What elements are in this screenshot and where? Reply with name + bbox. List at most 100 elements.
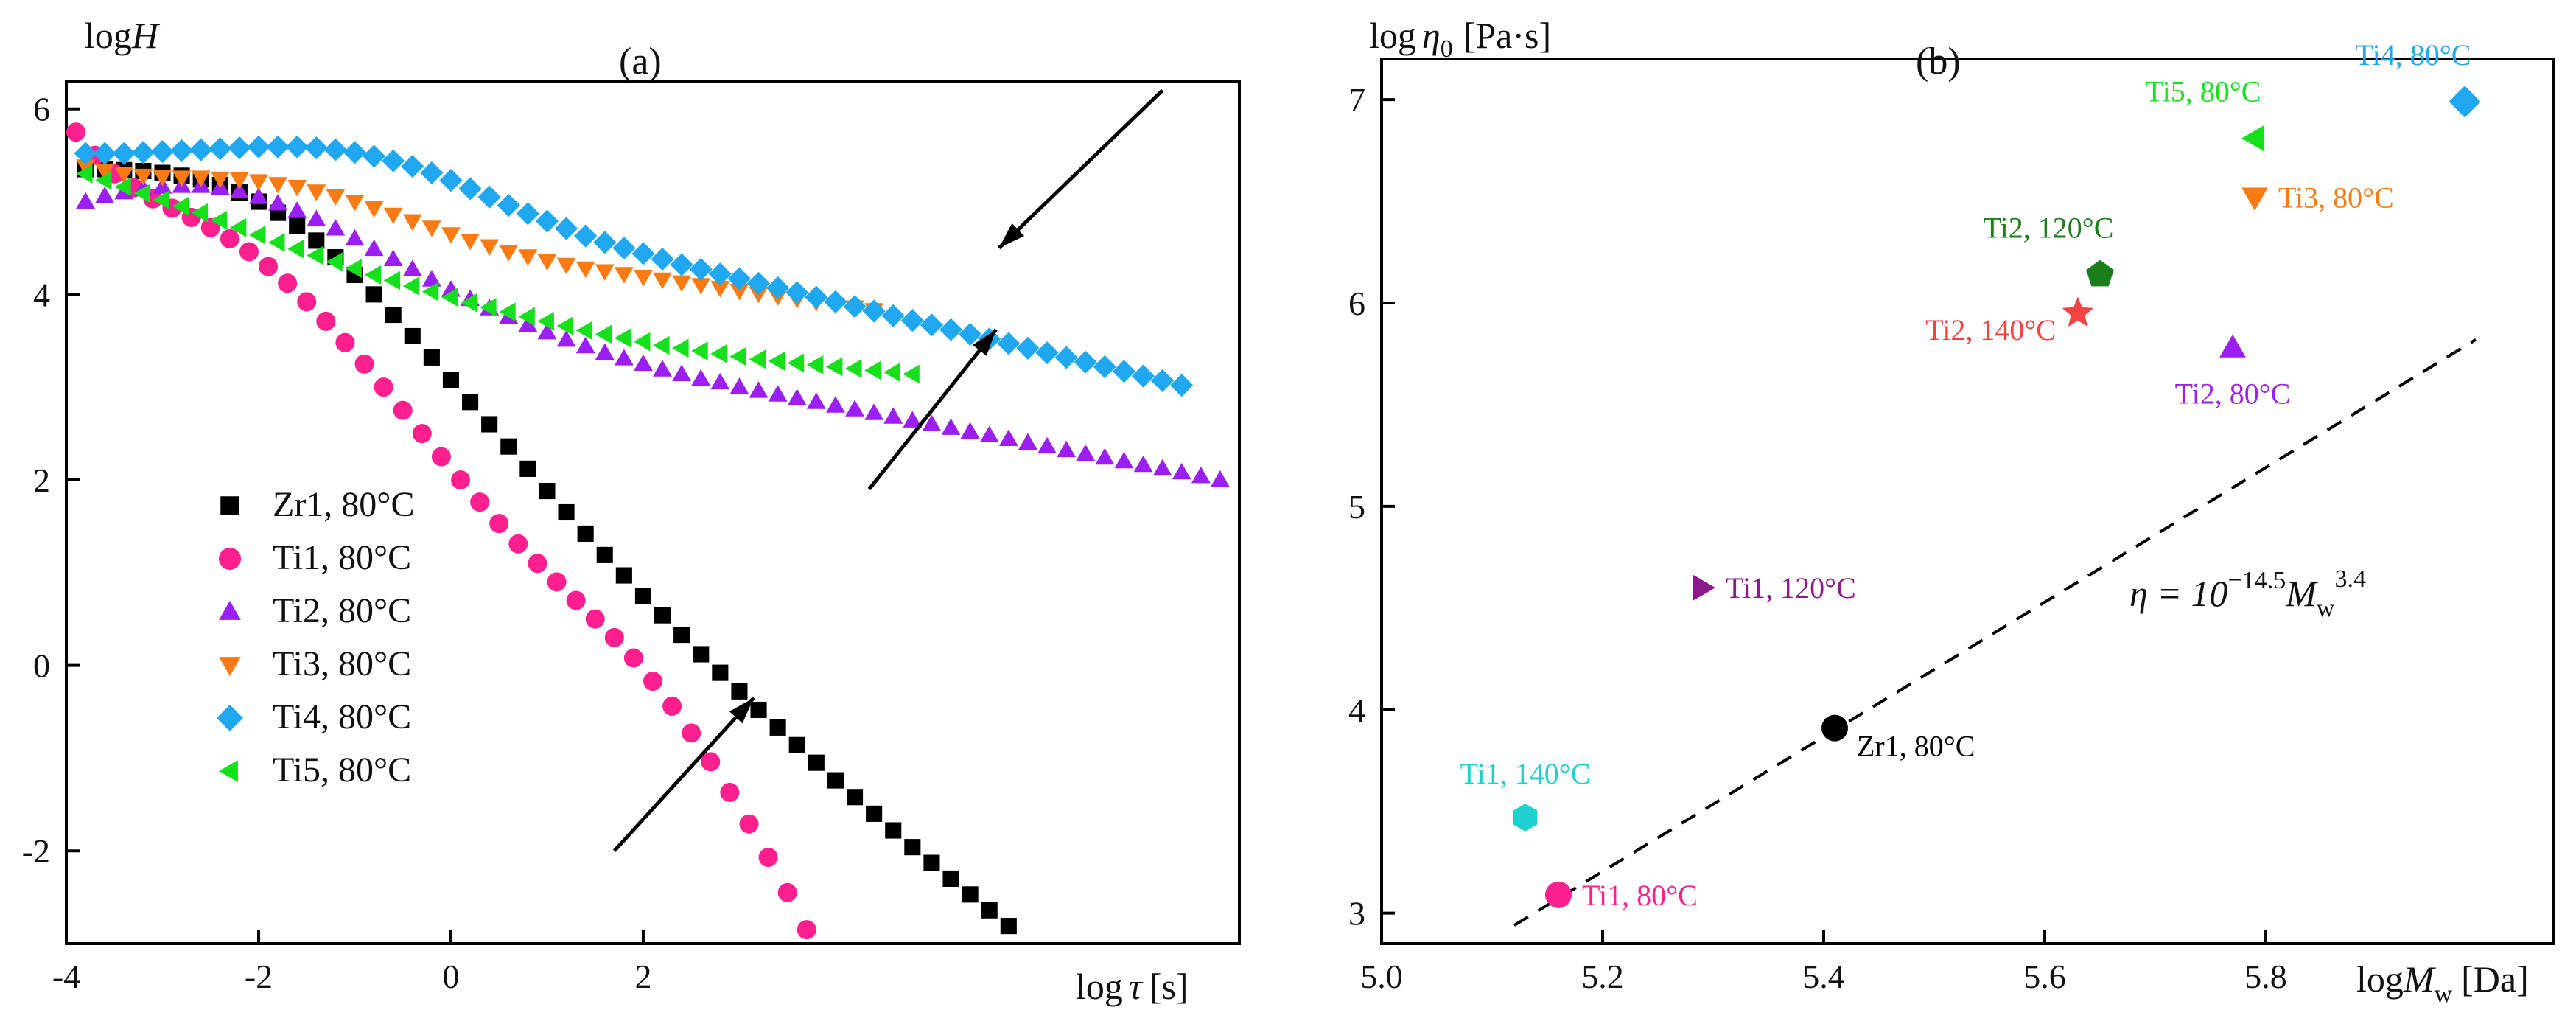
data-point (923, 854, 940, 871)
data-point-group: Ti5, 80°C (2146, 75, 2265, 152)
y-tick-label-a: 4 (33, 276, 50, 313)
fit-eq-sub: w (2317, 595, 2335, 622)
panel-label-b: (b) (1916, 41, 1961, 83)
data-point (266, 135, 290, 158)
data-point (673, 627, 690, 644)
y-tick-label-a: 0 (33, 647, 50, 685)
data-point (1037, 436, 1057, 454)
data-label: Ti3, 80°C (2278, 181, 2394, 215)
data-point-group: Ti2, 120°C (1984, 211, 2114, 287)
series-6-a (76, 164, 920, 384)
data-point (421, 282, 439, 302)
data-point (421, 270, 441, 287)
data-point (691, 278, 711, 295)
data-point (556, 257, 576, 275)
data-point (904, 839, 921, 856)
axis-ticks-b: 5.0 5.2 5.4 5.6 5.8 3 4 5 6 7 (1348, 81, 2287, 995)
data-point (634, 354, 653, 372)
data-point (825, 357, 843, 377)
data-label: Ti1, 80°C (1582, 879, 1698, 912)
data-label: Ti1, 140°C (1460, 757, 1591, 790)
data-point (653, 335, 670, 355)
fit-equation: η = 10−14.5Mw3.4 (2129, 565, 2366, 622)
data-point (653, 272, 672, 290)
data-point (766, 276, 790, 300)
data-point (595, 264, 615, 281)
y-tick-label-a: 6 (33, 91, 50, 128)
data-point (998, 429, 1018, 446)
data-point-group: Zr1, 80°C (1821, 714, 1975, 763)
data-point (845, 400, 864, 417)
data-point (827, 772, 844, 789)
data-point (382, 149, 405, 172)
data-point (114, 167, 134, 184)
arrow-shaft (612, 696, 755, 852)
data-point (614, 328, 631, 348)
data-point (249, 225, 266, 245)
data-point (691, 369, 711, 386)
data-point (1172, 462, 1191, 480)
legend-marker (217, 705, 243, 731)
data-point (259, 257, 279, 276)
data-point (2219, 334, 2246, 358)
data-point (268, 194, 287, 211)
x-tick-label-b: 5.4 (1802, 958, 1845, 995)
data-point-group: Ti3, 80°C (2241, 181, 2394, 215)
data-point (729, 283, 749, 301)
arrows-a (612, 88, 1164, 852)
data-point (710, 281, 730, 298)
y-axis-label-sub-b: 0 (1441, 35, 1453, 63)
data-point (210, 171, 230, 189)
data-point (1821, 714, 1848, 742)
legend-marker (219, 548, 241, 570)
data-point (1133, 455, 1153, 473)
data-point (287, 180, 307, 197)
data-point (654, 607, 671, 624)
y-axis-label-prefix-b: log (1369, 15, 1416, 56)
fit-line (1513, 338, 2477, 927)
data-point (537, 322, 557, 340)
legend-entry: Zr1, 80°C (220, 485, 415, 524)
data-point (441, 227, 461, 244)
x-axis-label-sub-b: w (2435, 980, 2453, 1008)
data-point (1211, 470, 1230, 487)
data-point (2241, 125, 2265, 152)
data-label: Ti4, 80°C (2356, 38, 2471, 72)
x-axis-label-var-b: M (2403, 958, 2436, 1000)
data-point (942, 870, 959, 887)
data-point (153, 170, 172, 187)
data-point (555, 217, 578, 240)
data-point (768, 352, 785, 371)
y-axis-label-unit-b: [Pa·s] (1463, 15, 1551, 56)
legend-marker (219, 657, 241, 676)
data-point (1112, 360, 1135, 383)
legend-entry: Ti1, 80°C (219, 538, 411, 577)
data-label: Ti2, 80°C (2175, 377, 2291, 411)
data-point (997, 332, 1021, 355)
data-point (634, 270, 653, 287)
data-point (1170, 374, 1194, 397)
axis-ticks-a: -4 -2 0 2 -2 0 2 4 6 (22, 91, 652, 995)
data-point (287, 239, 304, 259)
data-point (365, 286, 382, 303)
data-label: Ti2, 120°C (1984, 211, 2114, 244)
data-point (535, 209, 559, 233)
data-point (133, 168, 153, 186)
data-point (691, 341, 708, 360)
data-point (421, 220, 441, 237)
data-point (1693, 574, 1715, 602)
x-axis-label-unit-a: [s] (1149, 966, 1189, 1007)
data-point (672, 338, 689, 358)
data-point (596, 546, 613, 563)
data-point (285, 135, 309, 158)
data-point (777, 882, 797, 902)
data-point (662, 696, 682, 716)
data-point (708, 262, 732, 286)
y-tick-label-a: 2 (33, 461, 50, 499)
data-point (537, 254, 557, 271)
data-point (393, 400, 413, 420)
x-tick-label-a: -4 (52, 958, 80, 995)
data-point (189, 138, 213, 161)
data-point (979, 425, 999, 442)
